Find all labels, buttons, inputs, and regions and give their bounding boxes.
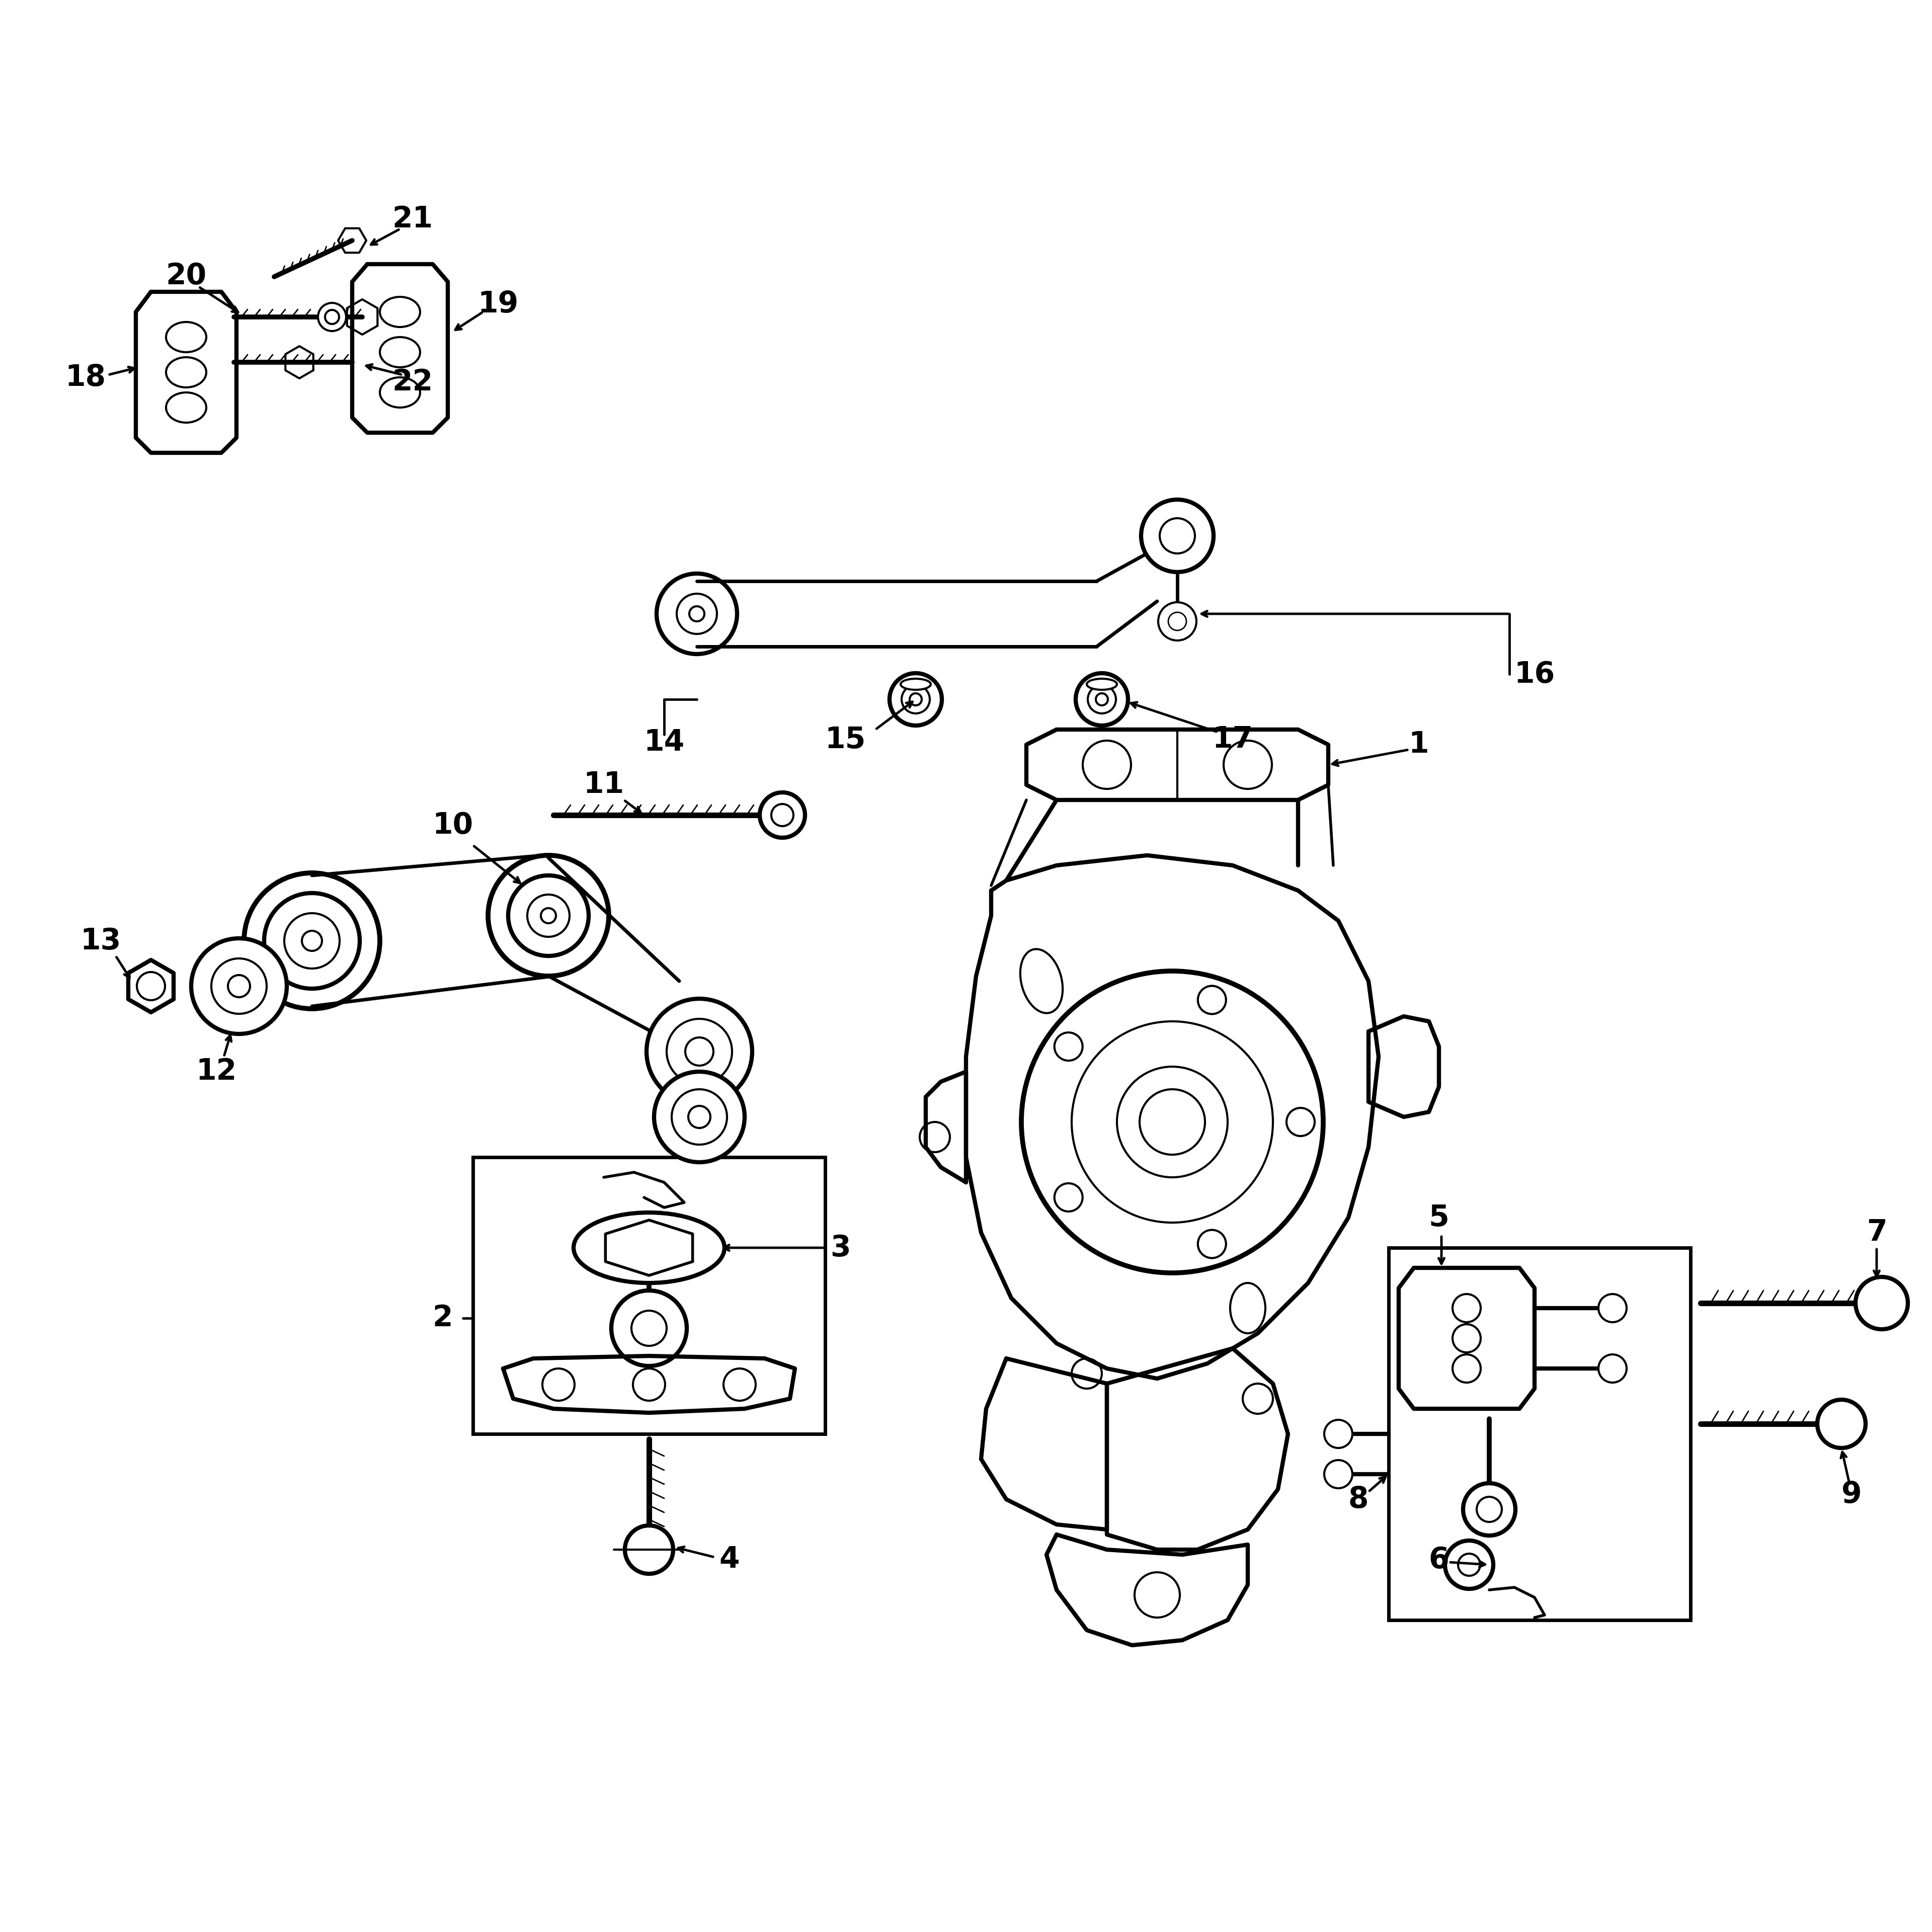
Bar — [1389, 1248, 1691, 1621]
Polygon shape — [1368, 1016, 1439, 1117]
Circle shape — [1142, 500, 1213, 572]
Ellipse shape — [1086, 678, 1117, 690]
Polygon shape — [348, 299, 377, 334]
Polygon shape — [925, 1072, 966, 1182]
Text: 21: 21 — [392, 205, 433, 234]
Polygon shape — [338, 228, 367, 253]
Circle shape — [243, 873, 381, 1009]
Text: 8: 8 — [1349, 1486, 1368, 1513]
Text: 2: 2 — [433, 1304, 452, 1333]
Circle shape — [1598, 1294, 1627, 1321]
Polygon shape — [981, 1358, 1107, 1530]
Circle shape — [667, 1018, 732, 1084]
Text: 14: 14 — [643, 728, 684, 757]
Text: 11: 11 — [583, 771, 624, 800]
Circle shape — [611, 1291, 686, 1366]
Ellipse shape — [900, 678, 931, 690]
Text: 15: 15 — [825, 725, 866, 753]
Text: 18: 18 — [66, 363, 106, 392]
Circle shape — [1855, 1277, 1907, 1329]
Text: 4: 4 — [719, 1546, 740, 1575]
Polygon shape — [135, 292, 236, 452]
Text: 7: 7 — [1866, 1219, 1888, 1246]
Circle shape — [284, 914, 340, 968]
Text: 5: 5 — [1428, 1204, 1449, 1233]
Text: 1: 1 — [1408, 730, 1430, 759]
Circle shape — [265, 893, 359, 989]
Text: 16: 16 — [1515, 661, 1555, 688]
Circle shape — [657, 574, 738, 655]
Circle shape — [1117, 1066, 1227, 1177]
Text: 22: 22 — [392, 367, 433, 396]
Polygon shape — [352, 265, 448, 433]
Text: 9: 9 — [1841, 1480, 1862, 1509]
Circle shape — [647, 999, 752, 1105]
Polygon shape — [502, 1356, 794, 1412]
Text: 12: 12 — [195, 1057, 238, 1086]
Text: 10: 10 — [433, 811, 473, 840]
Circle shape — [902, 686, 929, 713]
Circle shape — [1463, 1484, 1515, 1536]
Polygon shape — [286, 346, 313, 379]
Circle shape — [1076, 672, 1128, 726]
Circle shape — [624, 1526, 672, 1575]
Polygon shape — [605, 1221, 692, 1275]
Circle shape — [1323, 1420, 1352, 1447]
Polygon shape — [1026, 730, 1329, 800]
Circle shape — [489, 856, 609, 976]
Polygon shape — [966, 856, 1379, 1379]
Polygon shape — [1047, 1534, 1248, 1646]
Polygon shape — [128, 960, 174, 1012]
Circle shape — [655, 1072, 744, 1163]
Text: 17: 17 — [1211, 725, 1254, 753]
Circle shape — [191, 939, 286, 1034]
Circle shape — [527, 895, 570, 937]
Circle shape — [508, 875, 589, 956]
Circle shape — [319, 303, 346, 330]
Ellipse shape — [574, 1213, 725, 1283]
Bar — [160, 423, 211, 439]
Bar — [473, 1157, 825, 1434]
Text: 3: 3 — [831, 1233, 850, 1262]
Polygon shape — [1107, 1349, 1289, 1549]
Circle shape — [1022, 972, 1323, 1273]
Circle shape — [1157, 603, 1196, 641]
Circle shape — [889, 672, 943, 726]
Circle shape — [1323, 1461, 1352, 1488]
Circle shape — [1818, 1399, 1866, 1447]
Text: 13: 13 — [81, 927, 122, 954]
Circle shape — [672, 1090, 726, 1144]
Text: 19: 19 — [477, 290, 518, 319]
Circle shape — [759, 792, 806, 838]
Circle shape — [1088, 686, 1117, 713]
Circle shape — [1598, 1354, 1627, 1383]
Text: 6: 6 — [1430, 1546, 1449, 1575]
Circle shape — [211, 958, 267, 1014]
Text: 20: 20 — [166, 261, 207, 290]
Polygon shape — [1399, 1267, 1534, 1408]
Circle shape — [1445, 1540, 1493, 1588]
